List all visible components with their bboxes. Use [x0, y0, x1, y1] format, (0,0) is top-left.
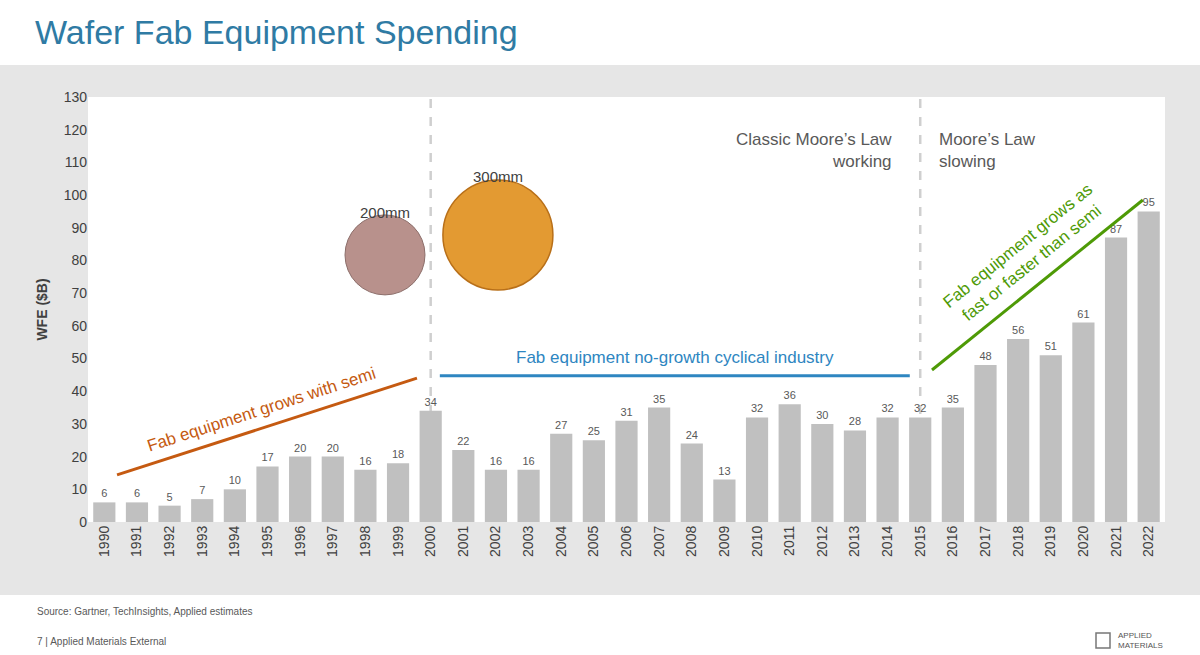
svg-text:18: 18 [392, 448, 404, 460]
svg-text:2014: 2014 [879, 526, 895, 557]
svg-text:Classic Moore’s Lawworking: Classic Moore’s Lawworking [736, 130, 892, 171]
svg-text:24: 24 [686, 429, 698, 441]
svg-text:Fab equipment grows asfast or: Fab equipment grows asfast or faster tha… [939, 180, 1110, 329]
svg-text:2009: 2009 [716, 526, 732, 557]
svg-text:13: 13 [718, 465, 730, 477]
svg-text:16: 16 [359, 455, 371, 467]
svg-text:56: 56 [1012, 324, 1024, 336]
svg-text:WFE ($B): WFE ($B) [34, 278, 50, 340]
svg-text:1993: 1993 [194, 526, 210, 557]
svg-text:51: 51 [1045, 340, 1057, 352]
svg-text:2010: 2010 [749, 526, 765, 557]
svg-text:60: 60 [71, 318, 87, 334]
svg-text:10: 10 [229, 474, 241, 486]
svg-text:2000: 2000 [422, 526, 438, 557]
svg-text:2002: 2002 [488, 526, 504, 557]
svg-text:7: 7 [199, 484, 205, 496]
svg-text:2011: 2011 [781, 526, 797, 556]
svg-text:2015: 2015 [912, 526, 928, 557]
svg-text:31: 31 [620, 406, 632, 418]
svg-text:2006: 2006 [618, 526, 634, 557]
svg-text:32: 32 [914, 402, 926, 414]
svg-text:2019: 2019 [1042, 526, 1058, 557]
svg-text:2021: 2021 [1108, 526, 1124, 557]
svg-text:36: 36 [784, 389, 796, 401]
svg-text:1994: 1994 [226, 526, 242, 557]
svg-text:Moore’s Lawslowing: Moore’s Lawslowing [939, 130, 1036, 171]
svg-text:2007: 2007 [651, 526, 667, 557]
svg-text:40: 40 [71, 383, 87, 399]
svg-text:20: 20 [327, 442, 339, 454]
svg-text:1990: 1990 [96, 526, 112, 557]
svg-text:70: 70 [71, 285, 87, 301]
svg-text:30: 30 [816, 409, 828, 421]
svg-text:61: 61 [1077, 308, 1089, 320]
svg-text:50: 50 [71, 350, 87, 366]
svg-text:0: 0 [79, 514, 87, 530]
svg-text:1998: 1998 [357, 526, 373, 557]
svg-text:1991: 1991 [129, 526, 145, 557]
svg-text:2001: 2001 [455, 526, 471, 557]
svg-text:22: 22 [457, 435, 469, 447]
svg-text:95: 95 [1143, 196, 1155, 208]
svg-text:2022: 2022 [1140, 526, 1156, 557]
svg-text:27: 27 [555, 419, 567, 431]
svg-text:7 | Applied Materials External: 7 | Applied Materials External [37, 636, 166, 647]
svg-text:87: 87 [1110, 223, 1122, 235]
svg-text:2008: 2008 [683, 526, 699, 557]
svg-text:110: 110 [65, 154, 88, 170]
svg-text:2012: 2012 [814, 526, 830, 557]
svg-text:6: 6 [101, 487, 107, 499]
svg-text:16: 16 [490, 455, 502, 467]
svg-text:34: 34 [425, 396, 437, 408]
svg-text:Source: Gartner, TechInsights,: Source: Gartner, TechInsights, Applied e… [37, 606, 253, 617]
svg-text:100: 100 [64, 187, 88, 203]
svg-text:300mm: 300mm [473, 168, 523, 185]
svg-text:2005: 2005 [585, 526, 601, 557]
svg-text:80: 80 [71, 252, 87, 268]
svg-text:Fab equipment no-growth cyclic: Fab equipment no-growth cyclical industr… [516, 348, 834, 367]
svg-text:2018: 2018 [1010, 526, 1026, 557]
svg-text:APPLIEDMATERIALS: APPLIEDMATERIALS [1118, 631, 1163, 650]
svg-text:20: 20 [294, 442, 306, 454]
svg-text:Fab equipment grows with semi: Fab equipment grows with semi [145, 364, 378, 456]
svg-text:Wafer Fab Equipment Spending: Wafer Fab Equipment Spending [35, 13, 518, 51]
svg-text:35: 35 [653, 393, 665, 405]
svg-text:6: 6 [134, 487, 140, 499]
svg-text:2020: 2020 [1075, 526, 1091, 557]
svg-text:1999: 1999 [390, 526, 406, 557]
svg-text:1995: 1995 [259, 526, 275, 557]
svg-text:2004: 2004 [553, 526, 569, 557]
svg-text:1992: 1992 [161, 526, 177, 557]
svg-text:2003: 2003 [520, 526, 536, 557]
svg-text:90: 90 [71, 220, 87, 236]
svg-text:120: 120 [64, 122, 88, 138]
svg-text:10: 10 [71, 481, 87, 497]
svg-text:17: 17 [261, 451, 273, 463]
svg-text:30: 30 [71, 416, 87, 432]
svg-text:32: 32 [751, 402, 763, 414]
svg-text:2013: 2013 [847, 526, 863, 557]
svg-text:2017: 2017 [977, 526, 993, 557]
svg-text:130: 130 [64, 89, 88, 105]
svg-text:200mm: 200mm [360, 204, 410, 221]
svg-text:20: 20 [71, 449, 87, 465]
svg-text:35: 35 [947, 393, 959, 405]
svg-text:1996: 1996 [292, 526, 308, 557]
svg-text:16: 16 [522, 455, 534, 467]
svg-text:48: 48 [979, 350, 991, 362]
svg-text:1997: 1997 [324, 526, 340, 557]
svg-text:5: 5 [167, 491, 173, 503]
svg-text:28: 28 [849, 415, 861, 427]
svg-text:25: 25 [588, 425, 600, 437]
svg-text:32: 32 [881, 402, 893, 414]
svg-text:2016: 2016 [944, 526, 960, 557]
